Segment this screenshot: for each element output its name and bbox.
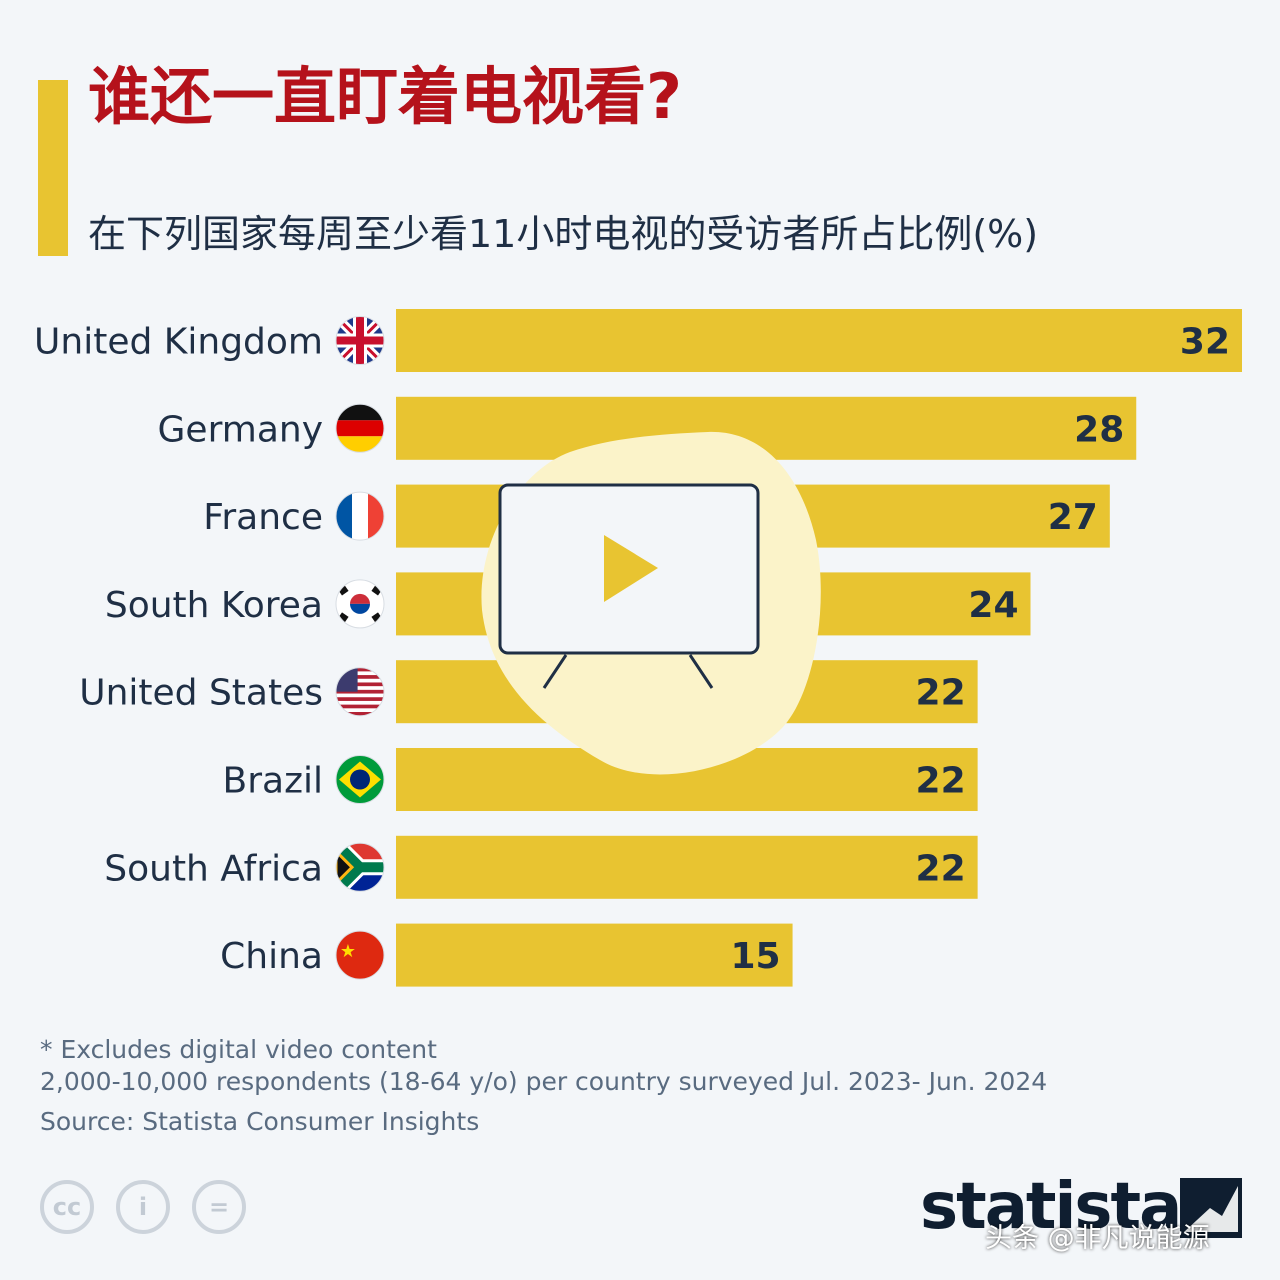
brazil-flag-icon [336,755,384,804]
tv-legs-icon [542,654,714,689]
data-label: 22 [916,848,966,889]
footnotes: * Excludes digital video content 2,000-1… [40,1034,1047,1138]
data-label: 32 [1180,322,1230,363]
category-label: France [203,497,323,538]
bar [396,309,1242,372]
bar [396,396,1137,460]
accent-bar [38,80,68,256]
bar-chart: United Kingdom 32 Germany 28 France 27 South K… [34,309,1242,987]
germany-flag-icon [336,404,384,453]
no-derivatives-icon: = [192,1180,246,1234]
bar [396,835,978,899]
watermark: 头条 @非凡说能源 [985,1223,1210,1254]
cc-icon: cc [40,1180,94,1234]
bar [396,923,793,987]
data-label: 27 [1048,497,1098,538]
category-label: United Kingdom [34,322,323,363]
footnote-excludes: * Excludes digital video content [40,1035,437,1064]
svg-text:★: ★ [340,941,356,962]
statista-logo-mark-icon [1180,1178,1242,1238]
attribution-icon: i [116,1180,170,1234]
usa-flag-icon [336,667,384,716]
category-label: South Korea [105,585,323,626]
category-label: United States [79,673,323,714]
chart-title: 谁还一直盯着电视看? [88,60,682,133]
data-label: 15 [730,936,780,977]
category-label: Brazil [223,761,323,802]
category-label: South Africa [104,848,323,889]
uk-flag-icon [336,316,384,365]
data-label: 22 [916,673,966,714]
france-flag-icon [336,492,384,541]
data-label: 22 [916,761,966,802]
chart-subtitle: 在下列国家每周至少看11小时电视的受访者所占比例(%) [88,212,1039,256]
category-label: China [220,936,323,977]
category-label: Germany [158,409,323,450]
china-flag-icon: ★ [336,931,384,980]
play-icon [604,535,658,602]
source-note: Source: Statista Consumer Insights [40,1107,480,1136]
data-label: 24 [968,585,1018,626]
footnote-respondents: 2,000-10,000 respondents (18-64 y/o) per… [40,1067,1048,1096]
statista-logo: statista [920,1170,1182,1244]
south-korea-flag-icon [336,579,384,628]
data-label: 28 [1074,409,1124,450]
